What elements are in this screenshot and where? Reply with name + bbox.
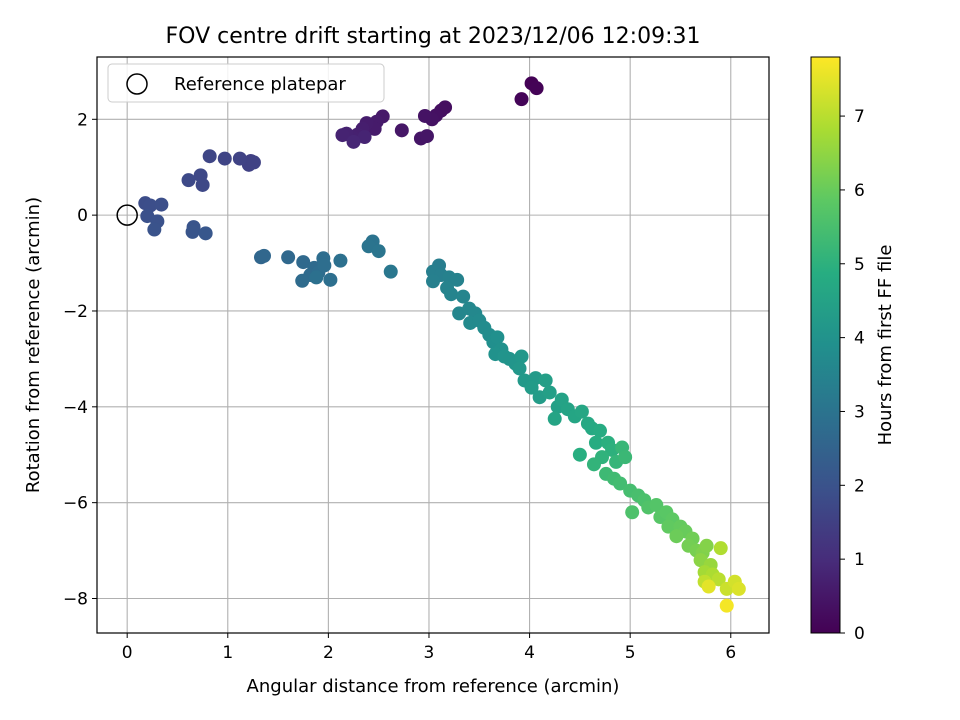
colorbar-ticks: 0 1 2 3 4 5 6 7 xyxy=(840,107,865,644)
legend-label: Reference platepar xyxy=(174,74,346,95)
y-tick-label: −6 xyxy=(63,494,88,514)
data-point xyxy=(450,272,465,287)
data-point xyxy=(490,330,505,345)
data-point xyxy=(256,248,271,263)
data-point xyxy=(335,128,350,143)
data-point xyxy=(202,149,217,164)
x-tick-label: 1 xyxy=(222,643,233,663)
x-tick-label: 3 xyxy=(424,643,435,663)
data-point xyxy=(281,250,296,265)
data-point xyxy=(547,411,562,426)
data-point xyxy=(346,134,361,149)
data-point xyxy=(524,380,539,395)
data-point xyxy=(426,274,440,289)
data-point xyxy=(181,173,196,188)
data-point xyxy=(323,272,338,287)
colorbar-tick-label: 3 xyxy=(854,402,865,422)
data-point xyxy=(417,108,432,123)
data-point xyxy=(217,151,232,166)
data-point xyxy=(669,529,684,544)
data-point xyxy=(542,385,557,400)
data-point xyxy=(185,224,200,239)
chart-title: FOV centre drift starting at 2023/12/06 … xyxy=(166,24,701,49)
data-point xyxy=(295,273,310,288)
x-tick-label: 6 xyxy=(725,643,736,663)
x-tick-label: 0 xyxy=(122,643,133,663)
colorbar-tick-label: 4 xyxy=(854,329,865,349)
x-axis-label: Angular distance from reference (arcmin) xyxy=(247,676,620,697)
data-point xyxy=(661,519,676,534)
data-point xyxy=(618,450,633,465)
data-point xyxy=(514,92,529,107)
legend-marker xyxy=(126,73,148,95)
colorbar-label: Hours from first FF file xyxy=(875,245,896,446)
data-point xyxy=(613,476,628,491)
data-point xyxy=(296,255,311,270)
grid-lines xyxy=(97,57,769,633)
data-point xyxy=(731,581,746,596)
colorbar: 0 1 2 3 4 5 6 7 Hours from first FF file xyxy=(810,56,896,644)
data-point xyxy=(711,572,726,587)
colorbar-tick-label: 6 xyxy=(854,181,865,201)
data-point xyxy=(713,541,728,556)
data-point xyxy=(383,264,398,279)
data-point xyxy=(333,253,348,268)
y-tick-label: 2 xyxy=(77,110,88,130)
x-tick-label: 5 xyxy=(625,643,636,663)
data-point xyxy=(154,197,169,212)
y-axis-ticks: −8 −6 −4 −2 0 2 xyxy=(63,110,97,609)
reference-point xyxy=(116,204,138,226)
legend: Reference platepar xyxy=(107,63,385,103)
data-point xyxy=(198,226,213,241)
colorbar-tick-label: 1 xyxy=(854,550,865,570)
data-point xyxy=(444,287,459,302)
colorbar-tick-label: 2 xyxy=(854,476,865,496)
x-tick-label: 4 xyxy=(524,643,535,663)
legend-box xyxy=(107,63,385,103)
scatter-points xyxy=(138,76,746,613)
y-tick-label: −8 xyxy=(63,589,88,609)
data-point xyxy=(195,177,210,192)
colorbar-tick-label: 7 xyxy=(854,107,865,127)
data-point xyxy=(574,404,589,419)
y-tick-label: −2 xyxy=(63,302,88,322)
data-point xyxy=(512,361,527,376)
colorbar-tick-label: 0 xyxy=(854,624,865,644)
data-point xyxy=(529,81,544,96)
data-point xyxy=(456,289,471,304)
data-point xyxy=(309,270,324,285)
data-point xyxy=(246,155,261,170)
data-point xyxy=(317,258,332,273)
data-point xyxy=(538,373,553,388)
data-point xyxy=(586,457,601,472)
data-point xyxy=(699,538,714,553)
data-point xyxy=(719,598,734,613)
y-axis-label: Rotation from reference (arcmin) xyxy=(23,197,44,493)
colorbar-tick-label: 5 xyxy=(854,255,865,275)
y-tick-label: −4 xyxy=(63,398,88,418)
plot-frame xyxy=(96,56,770,634)
data-point xyxy=(514,349,529,364)
data-point xyxy=(143,198,158,213)
data-point xyxy=(572,447,587,462)
data-point xyxy=(357,130,372,145)
data-point xyxy=(649,498,664,513)
reference-marker xyxy=(116,204,138,226)
data-point xyxy=(419,129,434,144)
data-point xyxy=(701,579,716,594)
data-point xyxy=(625,505,640,520)
data-point xyxy=(592,423,607,438)
colorbar-gradient xyxy=(810,56,841,634)
data-point xyxy=(232,151,247,166)
data-point xyxy=(394,123,409,138)
data-point xyxy=(371,244,386,259)
data-point xyxy=(147,222,162,237)
x-tick-label: 2 xyxy=(323,643,334,663)
x-axis-ticks: 0 1 2 3 4 5 6 xyxy=(122,633,736,663)
y-tick-label: 0 xyxy=(77,206,88,226)
data-point xyxy=(588,435,603,450)
